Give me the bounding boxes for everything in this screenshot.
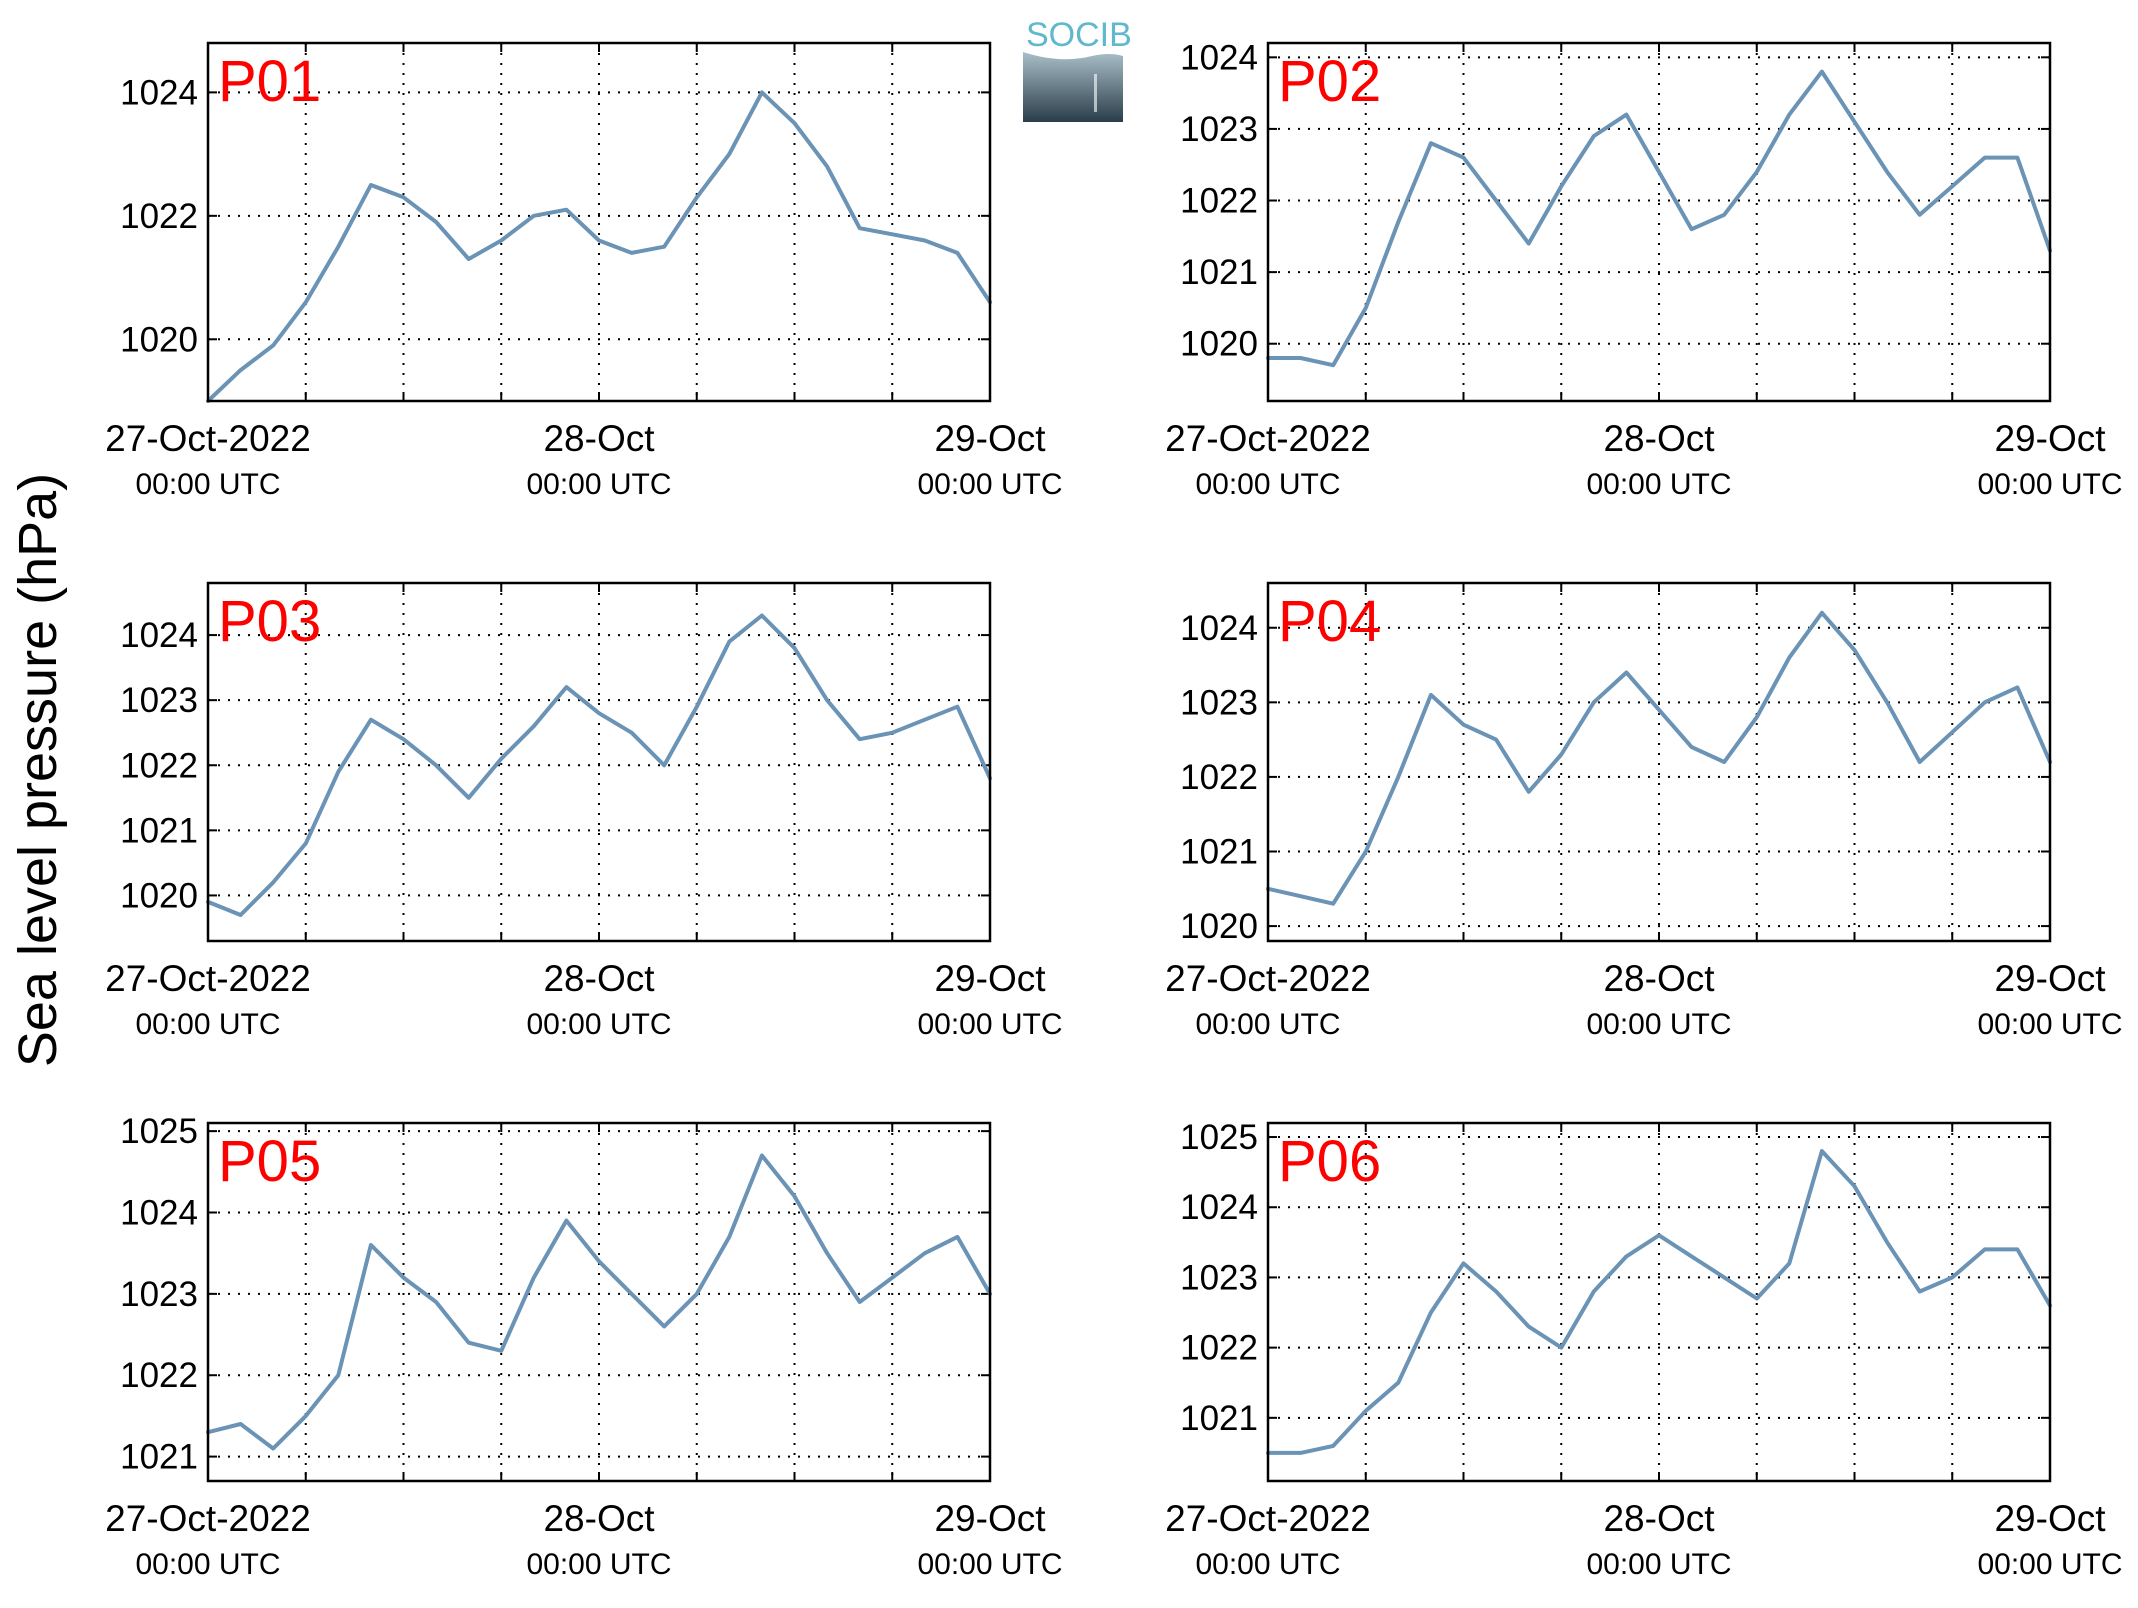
x-tick-label-time: 00:00 UTC: [917, 468, 1062, 501]
x-tick-label-time: 00:00 UTC: [135, 1008, 280, 1041]
x-tick-label-time: 00:00 UTC: [1195, 1548, 1340, 1581]
x-tick-label-time: 00:00 UTC: [526, 468, 671, 501]
plot-frame: [1266, 41, 2052, 403]
series-line-p01: [206, 90, 992, 403]
panel-p05: 1021 1022 1023 1024 1025 27-Oct-2022 00:00 UTC…: [105, 1112, 1062, 1581]
y-tick-label: 1024: [1180, 609, 1258, 648]
y-tick-label: 1022: [120, 197, 198, 236]
y-tick-label: 1023: [1180, 1258, 1258, 1297]
logo-text: SOCIB: [1026, 16, 1132, 54]
y-tick-label: 1023: [1180, 683, 1258, 722]
y-tick-label: 1025: [1180, 1118, 1258, 1157]
y-tick-label: 1021: [1180, 833, 1258, 872]
logo-mark-gauge: [1094, 74, 1097, 112]
y-tick-label: 1022: [1180, 182, 1258, 221]
y-tick-label: 1024: [1180, 1188, 1258, 1227]
y-tick-label: 1025: [120, 1112, 198, 1151]
x-tick-label-time: 00:00 UTC: [1586, 1008, 1731, 1041]
x-tick-label-time: 00:00 UTC: [135, 1548, 280, 1581]
y-tick-label: 1024: [120, 1194, 198, 1233]
x-tick-label-time: 00:00 UTC: [526, 1008, 671, 1041]
panel-p01: 1020 1022 1024 27-Oct-2022 00:00 UTC 28-Oct 00…: [105, 41, 1063, 501]
x-tick-label-date: 29-Oct: [1994, 958, 2106, 999]
x-tick-label-date: 29-Oct: [934, 418, 1046, 459]
x-tick-label-date: 27-Oct-2022: [1165, 958, 1371, 999]
plot-frame: [206, 1121, 992, 1483]
panel-label: P02: [1278, 49, 1381, 114]
y-tick-label: 1024: [120, 616, 198, 655]
x-tick-label-time: 00:00 UTC: [135, 468, 280, 501]
x-tick-label-time: 00:00 UTC: [1195, 1008, 1340, 1041]
x-tick-label-date: 27-Oct-2022: [1165, 418, 1371, 459]
x-tick-label-date: 28-Oct: [543, 418, 655, 459]
panel-label: P01: [218, 49, 321, 114]
x-tick-label-date: 27-Oct-2022: [105, 1498, 311, 1539]
panel-p02: 1020 1021 1022 1023 1024 27-Oct-2022 00:00 UTC…: [1165, 38, 2122, 501]
plot-frame: [1266, 1121, 2052, 1483]
panel-p06: 1021 1022 1023 1024 1025 27-Oct-2022 00:00 UTC…: [1165, 1118, 2122, 1581]
y-tick-label: 1021: [120, 1438, 198, 1477]
y-tick-label: 1021: [1180, 1399, 1258, 1438]
panel-p03: 1020 1021 1022 1023 1024 27-Oct-2022 00:00 UTC…: [105, 581, 1063, 1041]
x-tick-label-date: 27-Oct-2022: [1165, 1498, 1371, 1539]
y-tick-label: 1020: [1180, 907, 1258, 946]
x-tick-label-time: 00:00 UTC: [917, 1008, 1062, 1041]
panel-label: P04: [1278, 589, 1381, 654]
x-tick-label-time: 00:00 UTC: [1586, 1548, 1731, 1581]
y-tick-label: 1024: [1180, 38, 1258, 77]
y-tick-label: 1022: [1180, 758, 1258, 797]
panel-label: P03: [218, 589, 321, 654]
x-tick-label-date: 27-Oct-2022: [105, 958, 311, 999]
x-tick-label-date: 29-Oct: [1994, 418, 2106, 459]
x-tick-label-date: 28-Oct: [1603, 1498, 1715, 1539]
panel-label: P05: [218, 1129, 321, 1194]
y-tick-label: 1020: [120, 320, 198, 359]
x-tick-label-date: 27-Oct-2022: [105, 418, 311, 459]
series-line-p02: [1266, 69, 2052, 368]
x-tick-label-time: 00:00 UTC: [1977, 468, 2122, 501]
series-line-p03: [206, 613, 992, 917]
panel-label: P06: [1278, 1129, 1381, 1194]
x-tick-label-time: 00:00 UTC: [917, 1548, 1062, 1581]
plot-frame: [206, 581, 992, 943]
y-tick-label: 1023: [120, 1275, 198, 1314]
y-tick-label: 1022: [1180, 1329, 1258, 1368]
socib-logo: SOCIB: [1023, 16, 1132, 122]
x-tick-label-date: 28-Oct: [1603, 958, 1715, 999]
x-tick-label-date: 28-Oct: [543, 958, 655, 999]
y-tick-label: 1021: [1180, 253, 1258, 292]
y-axis-label: Sea level pressure (hPa): [8, 473, 68, 1067]
x-tick-label-date: 28-Oct: [1603, 418, 1715, 459]
x-tick-label-time: 00:00 UTC: [1977, 1008, 2122, 1041]
y-tick-label: 1022: [120, 746, 198, 785]
x-tick-label-time: 00:00 UTC: [526, 1548, 671, 1581]
series-line-p06: [1266, 1149, 2052, 1455]
y-tick-label: 1020: [120, 876, 198, 915]
series-line-p05: [206, 1153, 992, 1451]
x-tick-label-date: 28-Oct: [543, 1498, 655, 1539]
y-tick-label: 1023: [1180, 110, 1258, 149]
y-tick-label: 1021: [120, 811, 198, 850]
x-tick-label-time: 00:00 UTC: [1586, 468, 1731, 501]
plot-frame: [206, 41, 992, 403]
logo-wave-shape: [1023, 52, 1123, 122]
y-tick-label: 1020: [1180, 325, 1258, 364]
x-tick-label-date: 29-Oct: [1994, 1498, 2106, 1539]
plot-frame: [1266, 581, 2052, 943]
y-tick-label: 1024: [120, 73, 198, 112]
x-tick-label-date: 29-Oct: [934, 1498, 1046, 1539]
x-tick-label-time: 00:00 UTC: [1977, 1548, 2122, 1581]
x-tick-label-date: 29-Oct: [934, 958, 1046, 999]
panel-p04: 1020 1021 1022 1023 1024 27-Oct-2022 00:00 UTC…: [1165, 581, 2123, 1041]
y-tick-label: 1022: [120, 1356, 198, 1395]
y-tick-label: 1023: [120, 681, 198, 720]
series-line-p04: [1266, 610, 2052, 906]
x-tick-label-time: 00:00 UTC: [1195, 468, 1340, 501]
